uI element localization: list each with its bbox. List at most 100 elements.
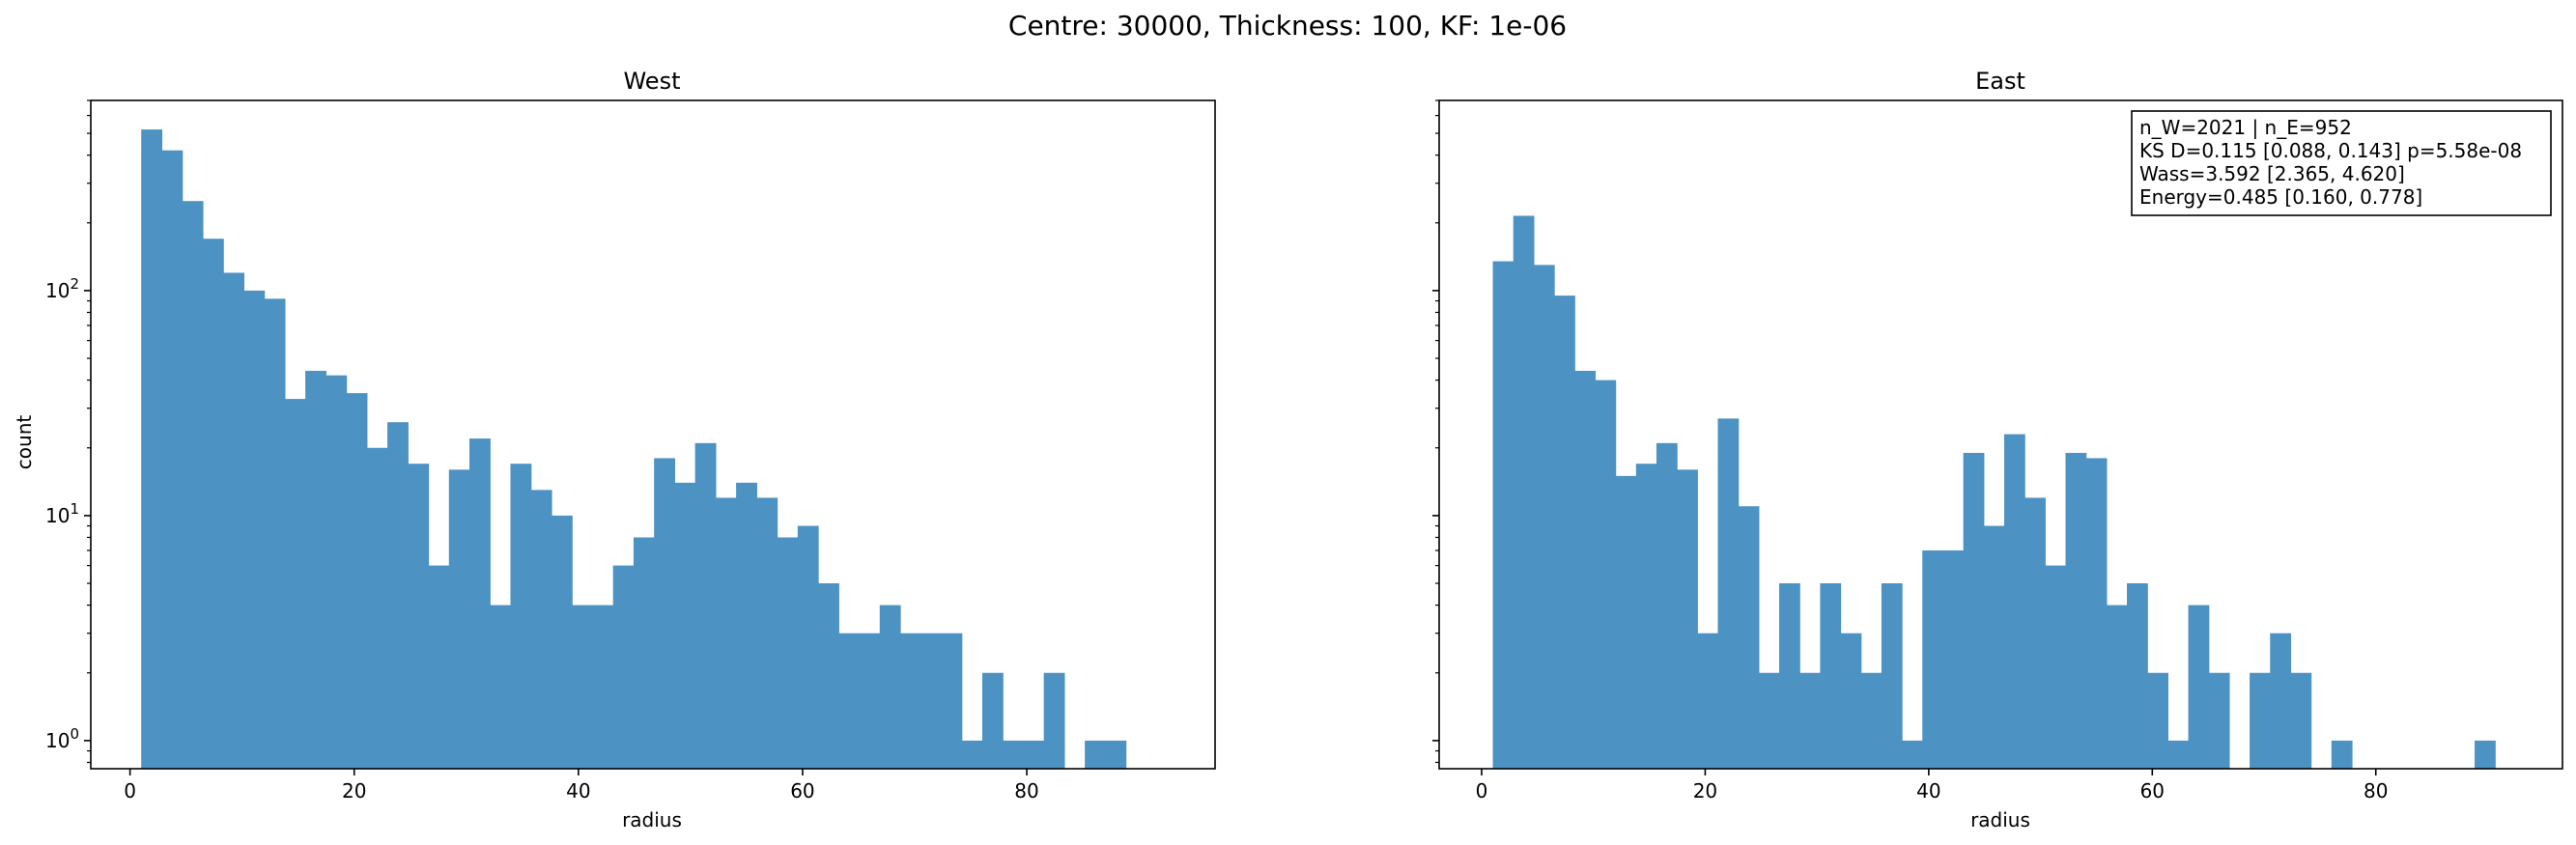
histogram-bar	[920, 633, 943, 769]
x-tick-label: 60	[790, 779, 814, 803]
histogram-bar	[346, 393, 368, 769]
stats-line-counts: n_W=2021 | n_E=952	[2139, 116, 2352, 139]
x-tick-label: 0	[124, 779, 136, 803]
histogram-bar	[284, 399, 306, 769]
x-tick-label: 40	[1916, 779, 1940, 803]
histogram-bar	[1697, 633, 1719, 769]
x-tick-label: 20	[1693, 779, 1717, 803]
histogram-bar	[490, 605, 512, 769]
histogram-bar	[981, 672, 1004, 769]
figure-suptitle: Centre: 30000, Thickness: 100, KF: 1e-06	[1008, 10, 1567, 42]
histogram-bar	[1105, 740, 1127, 769]
histogram-bar	[2085, 458, 2108, 769]
histogram-bar	[736, 482, 757, 769]
histogram-bar	[1738, 506, 1760, 769]
histogram-bar	[448, 469, 470, 769]
histogram-bar	[694, 442, 717, 769]
histogram-bar	[2045, 565, 2067, 769]
histogram-bar	[469, 438, 491, 769]
axes-east-ticks: 0 20 40 60 80	[1432, 99, 2388, 803]
stats-annotation-frame	[2131, 110, 2552, 216]
histogram-bar	[1820, 583, 1842, 769]
histogram-bar	[2024, 497, 2046, 769]
histogram-bar	[1492, 261, 1514, 769]
histogram-bar	[2208, 672, 2230, 769]
histogram-bar	[1656, 442, 1678, 769]
histogram-bar	[366, 447, 388, 769]
histogram-bar	[1922, 549, 1944, 769]
histogram-bar	[1860, 672, 1882, 769]
histogram-bar	[1003, 740, 1025, 769]
x-tick-label: 0	[1476, 779, 1488, 803]
histogram-bar	[2331, 740, 2353, 769]
y-tick-label: 102	[45, 275, 79, 302]
histogram-bar	[674, 482, 696, 769]
histogram-bar	[756, 497, 778, 769]
axes-east: East 0 20 40 60 80 radius n_W=2021 | n_E=952…	[1432, 68, 2563, 831]
histogram-bar	[633, 537, 655, 769]
histogram-bar	[1758, 672, 1780, 769]
histogram-bar	[1963, 452, 1985, 769]
histogram-bar	[428, 565, 450, 769]
axes-west-ylabel: count	[13, 415, 36, 470]
histogram-bar	[1677, 469, 1698, 769]
x-tick-label: 80	[2364, 779, 2388, 803]
histogram-bar	[797, 525, 819, 769]
axes-east-xlabel: radius	[1970, 808, 2030, 831]
histogram-bar	[2188, 605, 2210, 769]
axes-west-ticks: 0 20 40 60 80 100 101 102	[45, 99, 1039, 803]
histogram-bar	[1635, 464, 1657, 769]
histogram-bar	[2106, 605, 2128, 769]
histogram-bar	[551, 515, 573, 769]
histogram-bar	[264, 298, 286, 769]
histogram-bar	[1574, 370, 1597, 769]
histogram-bar	[223, 272, 245, 769]
histogram-bar	[2250, 672, 2271, 769]
histogram-bar	[777, 537, 799, 769]
axes-west-frame	[90, 99, 1216, 770]
stats-line-wass: Wass=3.592 [2.365, 4.620]	[2139, 162, 2405, 185]
x-tick-label: 60	[2140, 779, 2165, 803]
histogram-bar	[1779, 583, 1800, 769]
histogram-bar	[1881, 583, 1903, 769]
stats-line-ks: KS D=0.115 [0.088, 0.143] p=5.58e-08	[2139, 139, 2522, 162]
histogram-bar	[1513, 215, 1535, 769]
histogram-bar	[654, 458, 675, 769]
axes-west: West 0 20 40 60 80 100 101 102 radius count	[13, 68, 1216, 831]
histogram-bar	[2270, 633, 2292, 769]
x-tick-label: 20	[342, 779, 366, 803]
histogram-bar	[1554, 296, 1575, 769]
x-tick-label: 40	[566, 779, 590, 803]
histogram-bar	[1085, 740, 1106, 769]
histogram-bar	[2290, 672, 2312, 769]
histogram-bar	[1615, 475, 1637, 769]
histogram-bar	[141, 129, 163, 769]
histogram-bar	[530, 490, 552, 769]
histogram-bar	[1023, 740, 1045, 769]
histogram-bar	[2127, 583, 2148, 769]
axes-west-bars	[141, 129, 1127, 769]
histogram-bar	[961, 740, 983, 769]
histogram-bar	[182, 201, 204, 769]
y-tick-label: 101	[45, 500, 79, 527]
histogram-bar	[1533, 265, 1555, 770]
histogram-bar	[305, 370, 326, 769]
histogram-bar	[243, 290, 266, 769]
x-tick-label: 80	[1014, 779, 1038, 803]
histogram-bar	[1983, 525, 2005, 769]
histogram-bar	[572, 605, 594, 769]
axes-west-title: West	[623, 68, 680, 95]
histogram-bar	[1942, 549, 1965, 769]
histogram-bar	[326, 375, 348, 769]
histogram-bar	[879, 605, 901, 769]
histogram-bar	[161, 150, 184, 769]
axes-east-frame	[1438, 99, 2563, 770]
histogram-bar	[2065, 452, 2087, 769]
histogram-bar	[202, 239, 224, 769]
histogram-bar	[387, 422, 409, 769]
histogram-bar	[1717, 418, 1740, 769]
axes-east-title: East	[1975, 68, 2025, 95]
histogram-bar	[1799, 672, 1821, 769]
y-tick-label: 100	[45, 725, 79, 752]
